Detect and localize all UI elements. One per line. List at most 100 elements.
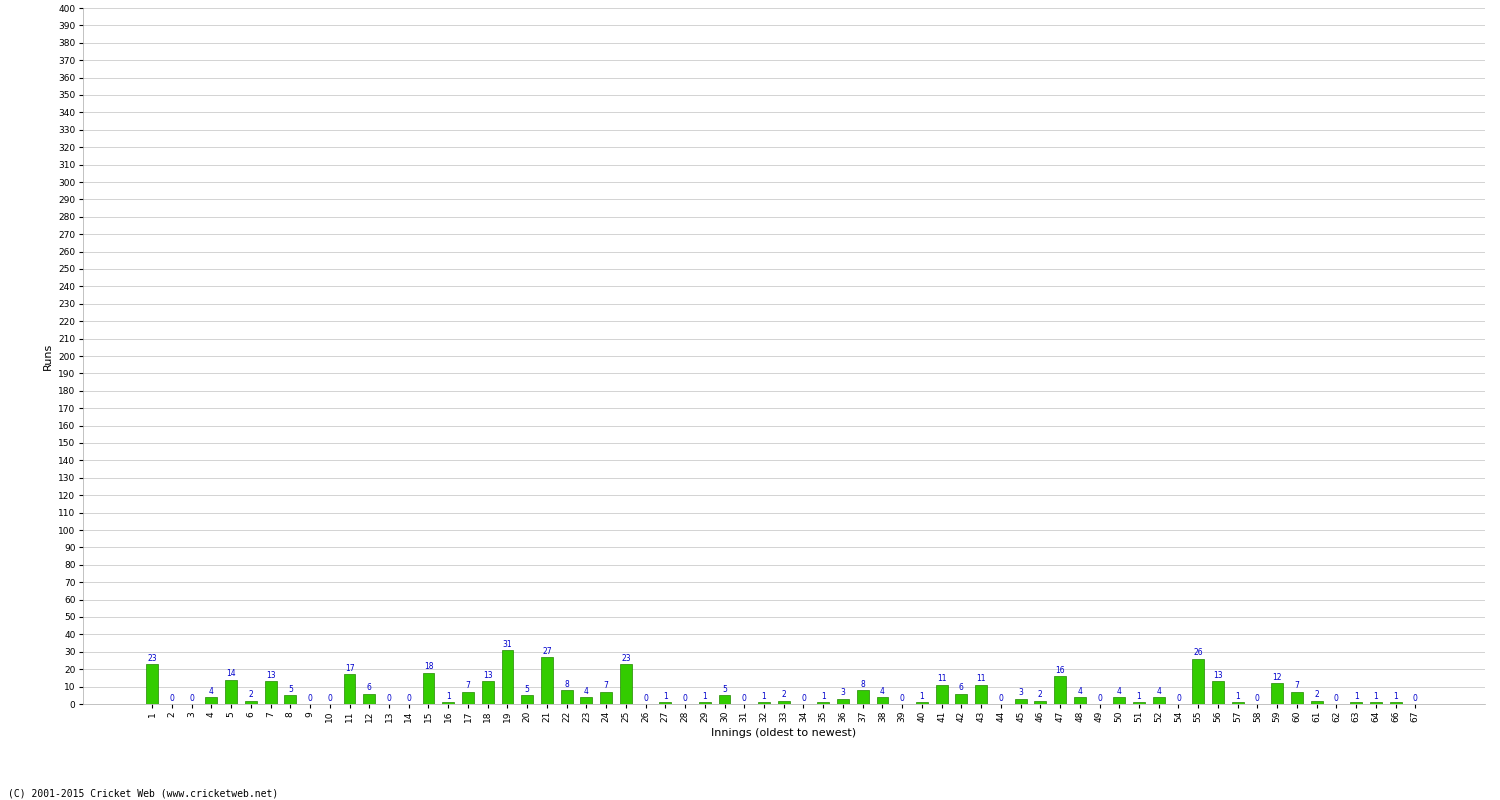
Text: 0: 0 <box>1413 694 1418 702</box>
Text: 16: 16 <box>1056 666 1065 674</box>
Bar <box>699 702 711 704</box>
Text: 1: 1 <box>1236 692 1240 701</box>
Text: 0: 0 <box>742 694 747 702</box>
Bar <box>442 702 454 704</box>
Text: 4: 4 <box>1077 686 1082 696</box>
Text: 13: 13 <box>1214 671 1222 680</box>
Y-axis label: Runs: Runs <box>42 342 52 370</box>
Text: 0: 0 <box>387 694 392 702</box>
Bar <box>620 664 632 704</box>
Bar <box>758 702 770 704</box>
Bar <box>1074 697 1086 704</box>
Bar <box>1232 702 1244 704</box>
Text: 0: 0 <box>1256 694 1260 702</box>
Text: 4: 4 <box>584 686 590 696</box>
Text: 2: 2 <box>1038 690 1042 699</box>
Bar <box>1113 697 1125 704</box>
Text: 1: 1 <box>821 692 825 701</box>
Bar <box>1192 658 1204 704</box>
Bar <box>1054 676 1066 704</box>
Text: 1: 1 <box>702 692 706 701</box>
Text: 0: 0 <box>327 694 332 702</box>
Bar <box>856 690 868 704</box>
Text: 7: 7 <box>603 682 609 690</box>
Text: 23: 23 <box>621 654 630 662</box>
Text: 0: 0 <box>644 694 648 702</box>
Text: (C) 2001-2015 Cricket Web (www.cricketweb.net): (C) 2001-2015 Cricket Web (www.cricketwe… <box>8 789 278 798</box>
Bar <box>876 697 888 704</box>
Text: 6: 6 <box>958 683 964 692</box>
Bar <box>660 702 672 704</box>
Bar <box>1311 701 1323 704</box>
Text: 13: 13 <box>483 671 492 680</box>
Bar <box>956 694 968 704</box>
Text: 0: 0 <box>1334 694 1340 702</box>
Bar <box>818 702 830 704</box>
Text: 6: 6 <box>368 683 372 692</box>
Bar <box>462 692 474 704</box>
Text: 4: 4 <box>880 686 885 696</box>
Bar <box>718 695 730 704</box>
Text: 23: 23 <box>147 654 158 662</box>
Text: 1: 1 <box>1374 692 1378 701</box>
Text: 5: 5 <box>288 685 292 694</box>
Bar <box>147 664 158 704</box>
Bar <box>916 702 928 704</box>
Text: 0: 0 <box>801 694 806 702</box>
Bar <box>778 701 789 704</box>
Bar <box>1270 683 1282 704</box>
Text: 0: 0 <box>406 694 411 702</box>
Text: 1: 1 <box>762 692 766 701</box>
Bar <box>225 680 237 704</box>
Text: 4: 4 <box>209 686 214 696</box>
Bar <box>1389 702 1401 704</box>
Text: 0: 0 <box>900 694 904 702</box>
Text: 5: 5 <box>525 685 530 694</box>
Text: 7: 7 <box>1294 682 1299 690</box>
Text: 18: 18 <box>423 662 433 671</box>
Text: 1: 1 <box>1137 692 1142 701</box>
Text: 26: 26 <box>1194 648 1203 658</box>
Bar <box>936 685 948 704</box>
Text: 1: 1 <box>663 692 668 701</box>
Text: 0: 0 <box>308 694 312 702</box>
Text: 5: 5 <box>722 685 728 694</box>
Bar <box>1212 682 1224 704</box>
Bar <box>1370 702 1382 704</box>
Bar <box>1154 697 1164 704</box>
Bar <box>482 682 494 704</box>
Bar <box>1350 702 1362 704</box>
Text: 13: 13 <box>266 671 276 680</box>
Bar <box>244 701 256 704</box>
Text: 11: 11 <box>976 674 986 683</box>
Text: 1: 1 <box>1353 692 1359 701</box>
Text: 31: 31 <box>503 640 512 649</box>
Bar <box>264 682 276 704</box>
Bar <box>363 694 375 704</box>
Text: 1: 1 <box>920 692 924 701</box>
Bar <box>1292 692 1304 704</box>
Bar <box>423 673 435 704</box>
Bar <box>600 692 612 704</box>
Bar <box>561 690 573 704</box>
Bar <box>206 697 218 704</box>
Bar <box>285 695 296 704</box>
Text: 1: 1 <box>446 692 450 701</box>
Text: 2: 2 <box>1314 690 1318 699</box>
Text: 8: 8 <box>564 680 568 689</box>
Bar <box>975 685 987 704</box>
Bar <box>1014 698 1026 704</box>
Text: 12: 12 <box>1272 673 1282 682</box>
Bar <box>837 698 849 704</box>
Text: 1: 1 <box>1394 692 1398 701</box>
Text: 4: 4 <box>1156 686 1161 696</box>
Text: 0: 0 <box>189 694 194 702</box>
Text: 2: 2 <box>782 690 786 699</box>
Text: 0: 0 <box>682 694 687 702</box>
Text: 17: 17 <box>345 664 354 673</box>
Bar <box>522 695 532 704</box>
Bar <box>344 674 355 704</box>
X-axis label: Innings (oldest to newest): Innings (oldest to newest) <box>711 728 856 738</box>
Text: 27: 27 <box>542 646 552 656</box>
Text: 2: 2 <box>249 690 254 699</box>
